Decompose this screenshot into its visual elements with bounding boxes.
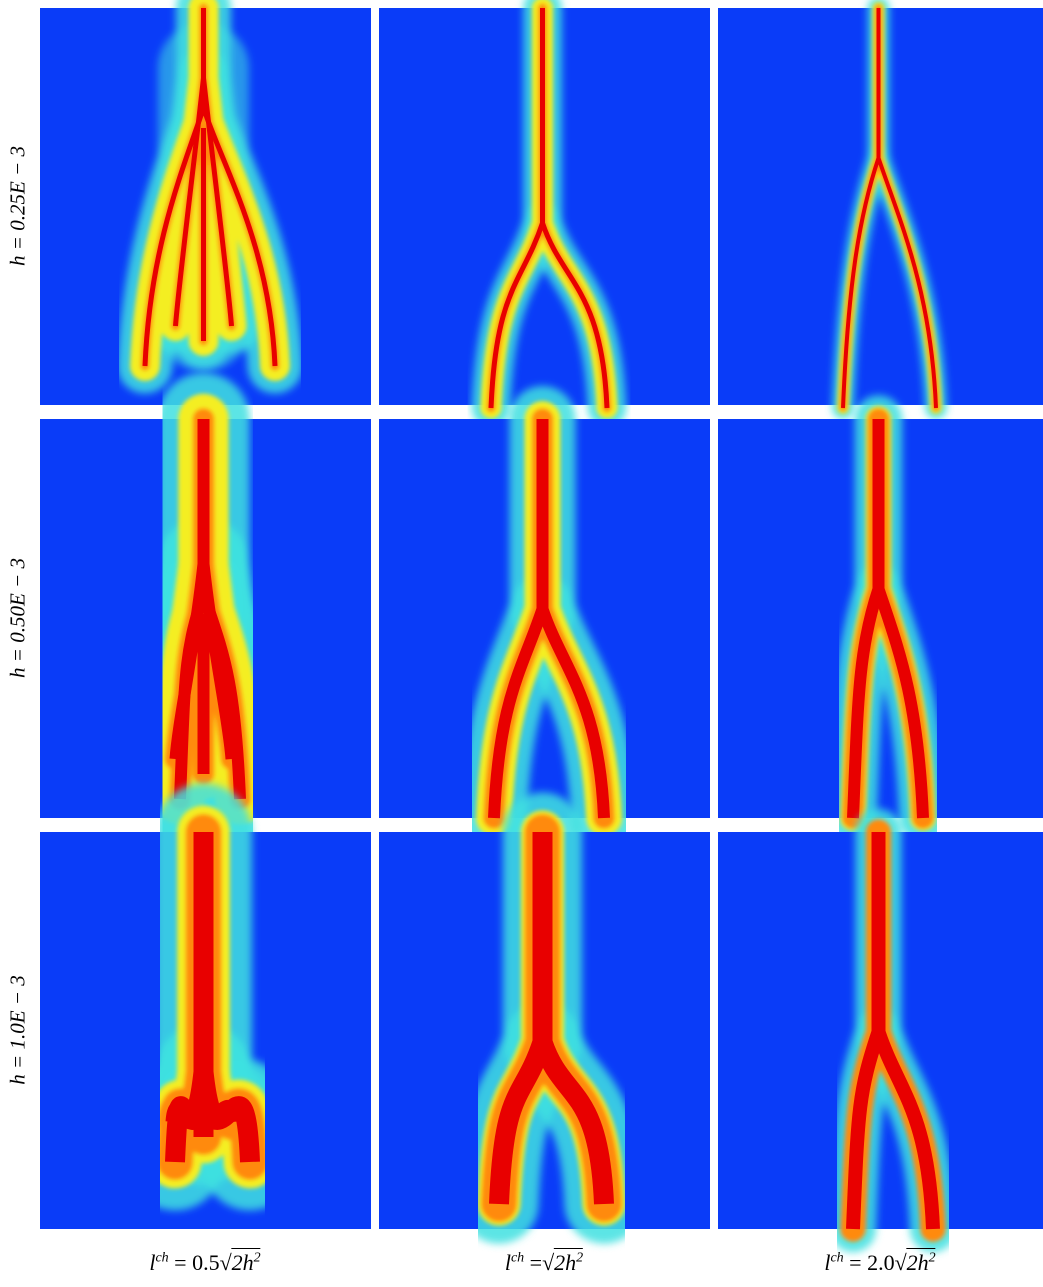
superscript: ch <box>155 1250 169 1266</box>
column-label: lch = 0.5√2h2 <box>149 1248 261 1276</box>
crack-red <box>847 419 885 819</box>
superscript: ch <box>510 1250 525 1266</box>
simulation-panel <box>40 0 371 405</box>
column-label: lch =√2h2 <box>504 1248 584 1276</box>
equals: = 2.0 <box>849 1250 895 1275</box>
simulation-panel <box>379 792 710 1244</box>
crack-core <box>142 8 278 367</box>
crack-red <box>871 1029 940 1230</box>
simulation-panel <box>379 0 710 428</box>
crack-red <box>841 8 881 409</box>
exponent: 2 <box>928 1250 936 1266</box>
row-label: h = 1.0E − 3 <box>5 975 30 1085</box>
radicand: 2h <box>906 1250 929 1275</box>
exponent: 2 <box>576 1250 584 1266</box>
simulation-panel <box>40 783 371 1229</box>
crack-core <box>841 8 938 409</box>
simulation-panel <box>379 386 710 851</box>
simulation-panel <box>718 395 1043 842</box>
crack-red <box>540 222 610 409</box>
radical: √ <box>894 1250 907 1275</box>
crack-red <box>846 832 886 1230</box>
crack-red <box>872 587 929 819</box>
crack-red <box>488 419 549 819</box>
crack-red <box>193 1070 242 1127</box>
crack-core <box>165 832 260 1163</box>
radicand: 2h <box>554 1250 577 1275</box>
column-label: lch = 2.0√2h2 <box>824 1248 936 1276</box>
crack-red <box>197 563 238 760</box>
simulation-panel <box>718 0 1043 419</box>
crack-red <box>173 77 206 327</box>
simulation-panel <box>718 808 1043 1253</box>
crack-core <box>169 419 246 800</box>
crack-red <box>876 157 938 409</box>
crack-red <box>533 1038 614 1205</box>
crack-core <box>847 419 929 819</box>
radicand: 2h <box>231 1250 254 1275</box>
radical: √ <box>219 1250 232 1275</box>
symbol: l <box>504 1250 511 1275</box>
crack-red <box>169 563 210 760</box>
crack-red <box>201 107 278 367</box>
symbol: l <box>149 1250 156 1275</box>
crack-red <box>488 8 545 409</box>
radical: √ <box>542 1250 555 1275</box>
simulation-panel <box>40 372 371 846</box>
crack-red <box>536 607 610 819</box>
equals: = <box>529 1250 543 1275</box>
superscript: ch <box>830 1250 844 1266</box>
crack-core <box>846 832 940 1230</box>
row-label: h = 0.25E − 3 <box>5 146 30 266</box>
crack-red <box>201 77 234 327</box>
equals: = 0.5 <box>174 1250 220 1275</box>
row-label: h = 0.50E − 3 <box>5 558 30 678</box>
crack-core <box>488 419 610 819</box>
crack-core <box>489 832 614 1205</box>
crack-core <box>488 8 610 409</box>
symbol: l <box>824 1250 831 1275</box>
exponent: 2 <box>253 1250 261 1266</box>
